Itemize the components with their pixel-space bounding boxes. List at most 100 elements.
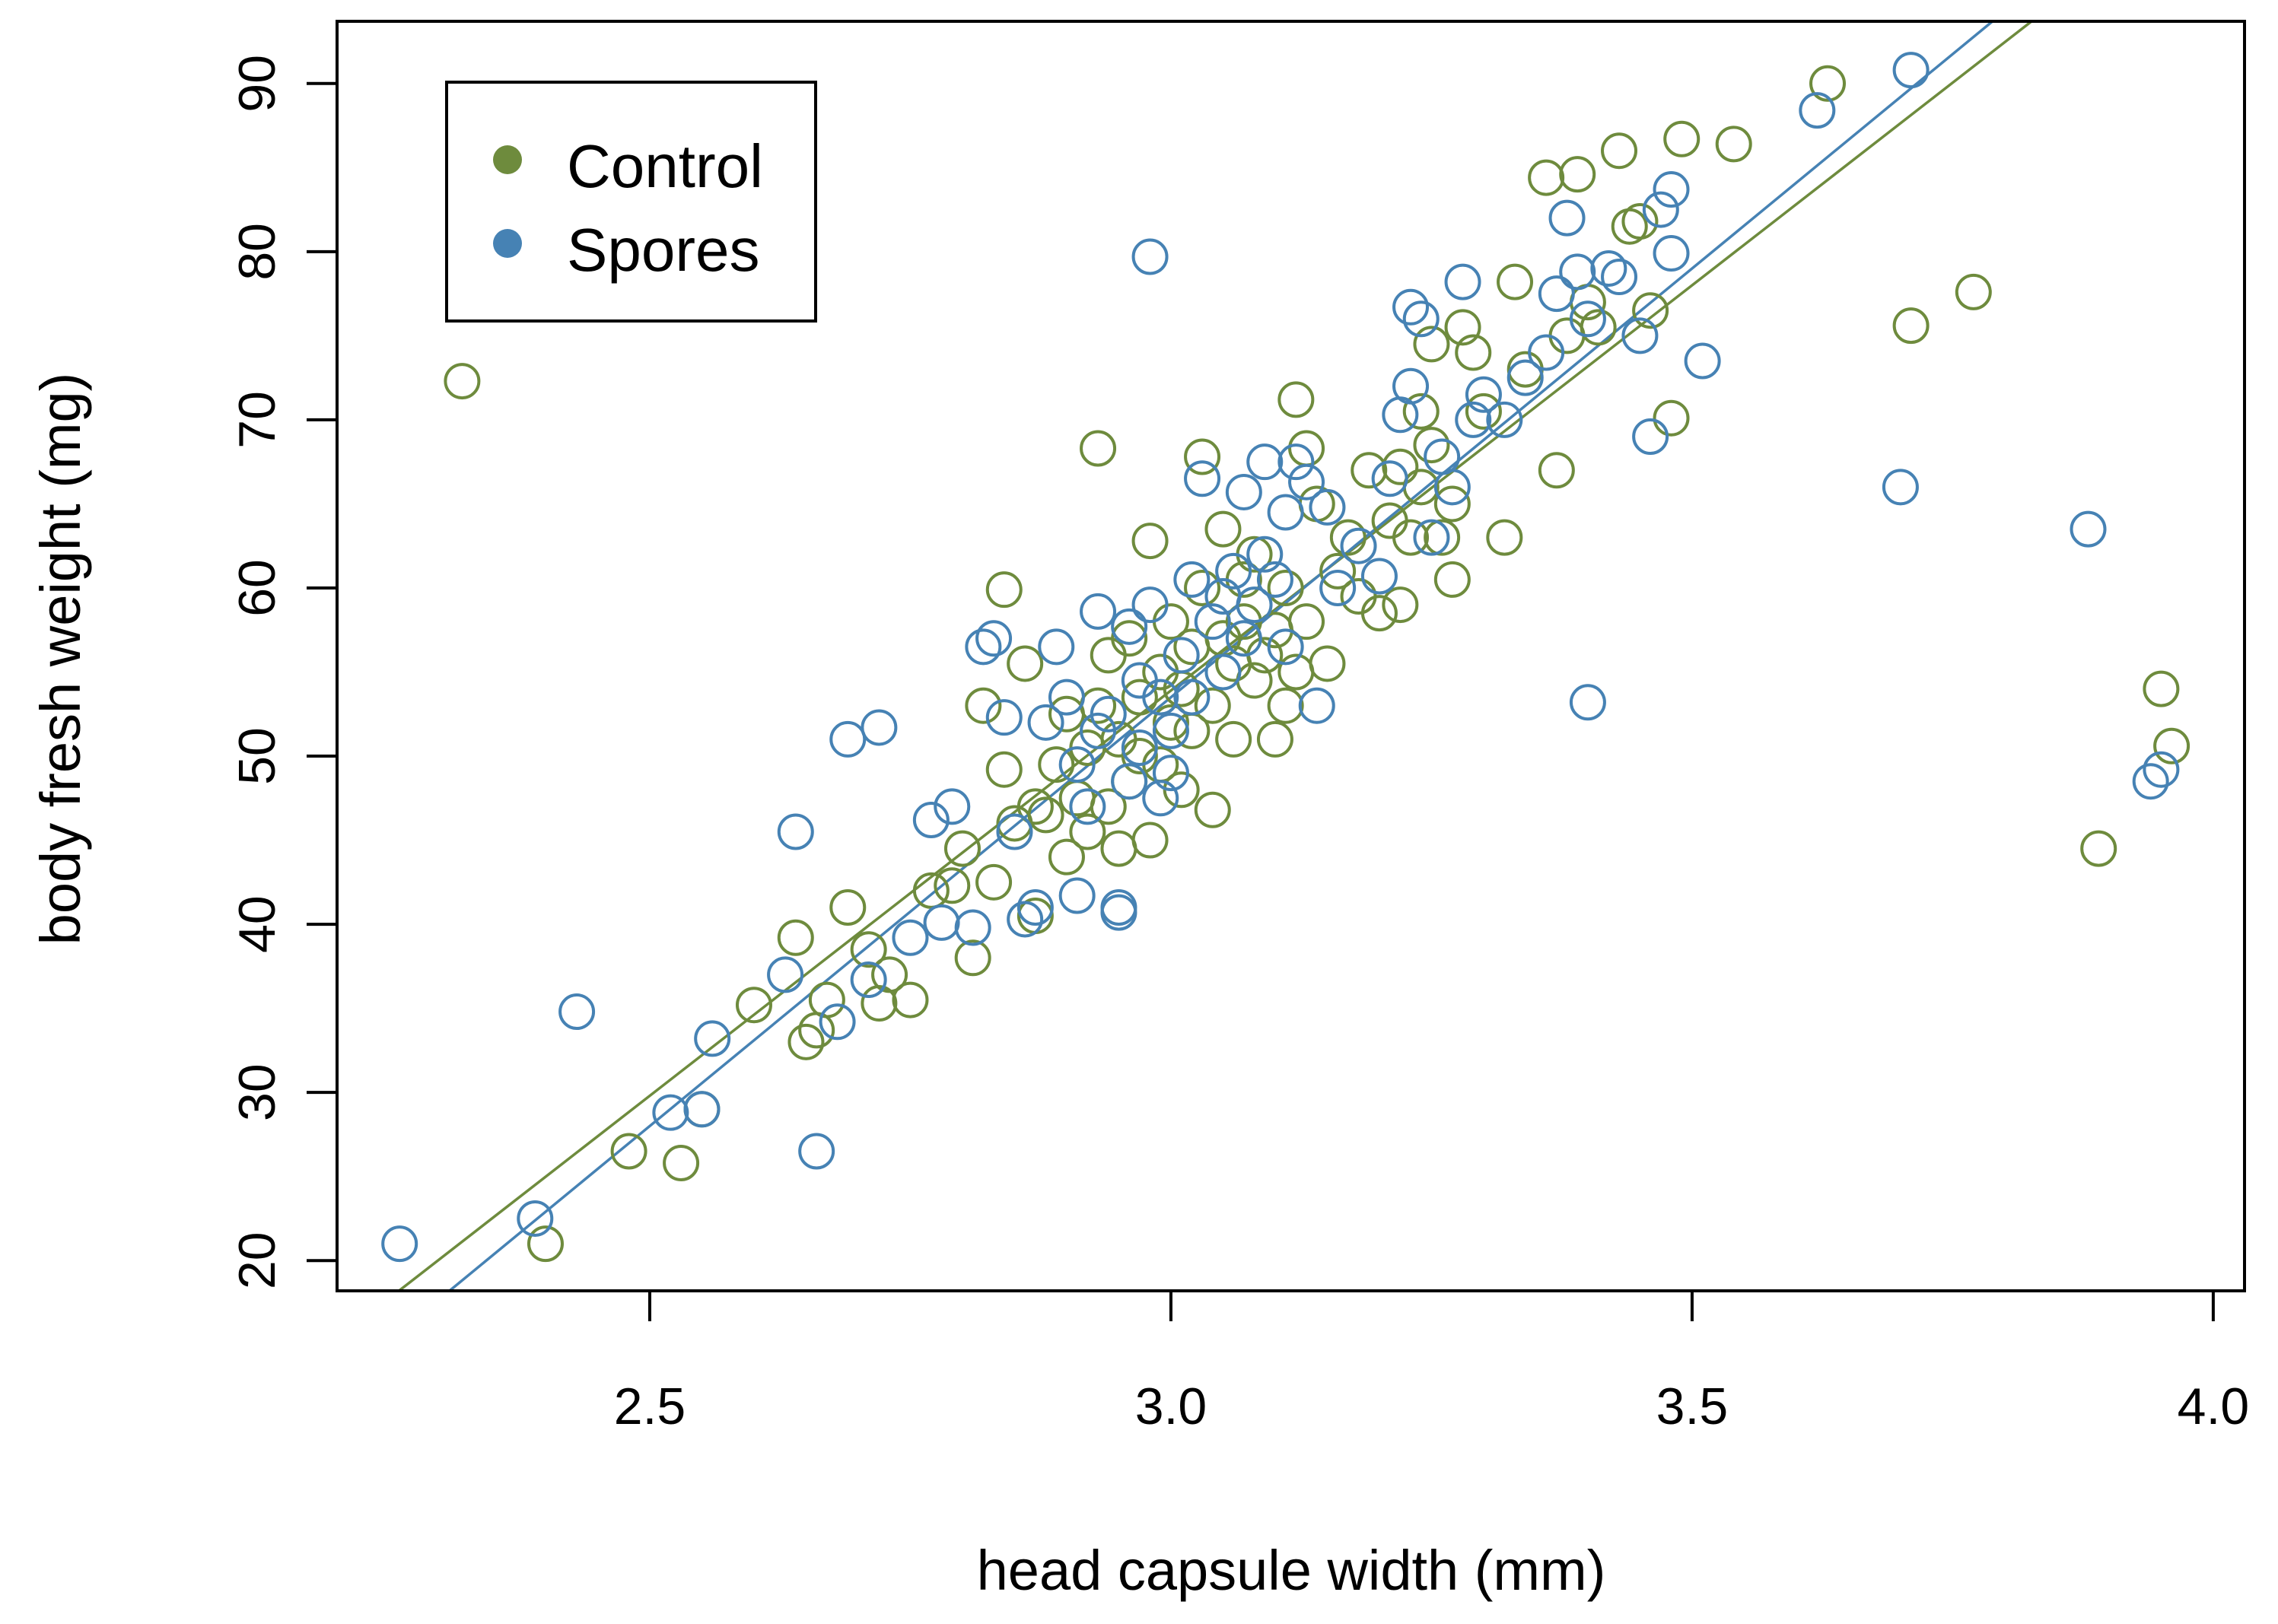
point-spores <box>912 802 950 839</box>
point-spores <box>1100 894 1137 931</box>
point-control <box>892 981 929 1019</box>
point-control <box>777 919 814 956</box>
point-control <box>1402 392 1440 430</box>
point-spores <box>767 956 804 993</box>
point-control <box>1131 523 1169 560</box>
point-spores <box>996 813 1033 850</box>
point-spores <box>1892 52 1930 89</box>
point-spores <box>1204 653 1242 691</box>
point-spores <box>2143 751 2180 788</box>
point-spores <box>1569 684 1606 721</box>
y-tick-label: 80 <box>228 223 286 281</box>
point-spores <box>2070 510 2107 548</box>
y-tick-label: 30 <box>228 1063 286 1121</box>
point-spores <box>1267 494 1304 531</box>
point-spores <box>1642 191 1679 228</box>
point-spores <box>1528 334 1565 371</box>
point-control <box>934 867 971 904</box>
point-spores <box>1548 199 1586 237</box>
point-spores <box>1111 608 1148 645</box>
point-spores <box>1444 263 1481 300</box>
point-control <box>1433 561 1471 598</box>
point-spores <box>1225 620 1262 657</box>
point-control <box>943 830 981 867</box>
point-spores <box>1111 763 1148 800</box>
point-control <box>1007 645 1044 682</box>
point-spores <box>1163 637 1200 674</box>
point-control <box>1809 65 1847 102</box>
point-spores <box>985 699 1023 736</box>
point-spores <box>1007 901 1044 938</box>
point-spores <box>1288 463 1325 501</box>
point-spores <box>965 628 1002 666</box>
legend-marker-spores <box>493 229 522 258</box>
point-spores <box>1632 418 1669 456</box>
point-control <box>1382 448 1419 485</box>
point-control <box>1601 132 1638 170</box>
y-tick-label: 90 <box>228 55 286 113</box>
point-control <box>1080 430 1117 467</box>
point-spores <box>1048 679 1085 716</box>
y-axis-title: body fresh weight (mg) <box>29 373 92 945</box>
point-spores <box>1236 586 1273 624</box>
point-control <box>1653 399 1690 437</box>
point-control <box>735 987 772 1024</box>
point-control <box>1319 552 1357 590</box>
point-control <box>1121 679 1158 716</box>
point-spores <box>975 620 1013 657</box>
point-control <box>871 956 908 993</box>
point-spores <box>1142 780 1179 817</box>
point-spores <box>934 788 971 825</box>
point-control <box>1184 569 1221 606</box>
point-spores <box>1455 401 1492 438</box>
point-control <box>1194 791 1231 828</box>
point-spores <box>798 1133 835 1170</box>
point-spores <box>683 1091 721 1128</box>
point-control <box>1329 519 1366 556</box>
point-control <box>808 981 845 1019</box>
point-control <box>1267 569 1304 606</box>
point-control <box>1455 334 1492 371</box>
point-control <box>1288 603 1325 640</box>
point-spores <box>861 709 898 746</box>
point-control <box>850 931 887 968</box>
point-control <box>1111 620 1148 657</box>
point-spores <box>1392 288 1430 326</box>
y-axis: 20 30 40 50 60 70 80 90 <box>228 55 339 1289</box>
point-spores <box>1465 376 1502 413</box>
point-spores <box>1184 460 1221 497</box>
point-control <box>1131 822 1169 859</box>
point-control <box>2080 830 2117 867</box>
point-spores <box>1215 552 1252 590</box>
point-spores <box>1590 249 1627 287</box>
point-spores <box>694 1020 731 1057</box>
point-spores <box>1486 401 1523 438</box>
point-spores <box>1298 687 1335 724</box>
point-spores <box>1090 695 1127 733</box>
x-tick-label: 3.0 <box>1135 1378 1207 1435</box>
point-control <box>1559 156 1596 193</box>
point-control <box>1528 159 1565 196</box>
point-spores <box>1371 460 1408 497</box>
point-spores <box>819 1003 856 1041</box>
y-tick-label: 40 <box>228 895 286 953</box>
point-spores <box>1256 561 1293 598</box>
point-control <box>1090 788 1127 825</box>
point-spores <box>1653 235 1690 272</box>
point-spores <box>1621 317 1659 354</box>
point-spores <box>652 1094 689 1131</box>
point-spores <box>2132 763 2169 800</box>
point-control <box>975 863 1013 901</box>
point-spores <box>850 961 887 999</box>
point-spores <box>1058 746 1096 783</box>
point-control <box>1433 485 1471 523</box>
legend-label-spores: Spores <box>567 216 759 284</box>
point-control <box>954 939 991 977</box>
point-control <box>1382 586 1419 624</box>
point-control <box>965 687 1002 724</box>
point-spores <box>1402 300 1440 338</box>
point-spores <box>1027 704 1064 741</box>
point-control <box>444 363 481 400</box>
point-spores <box>1152 712 1189 749</box>
point-spores <box>1340 527 1377 564</box>
